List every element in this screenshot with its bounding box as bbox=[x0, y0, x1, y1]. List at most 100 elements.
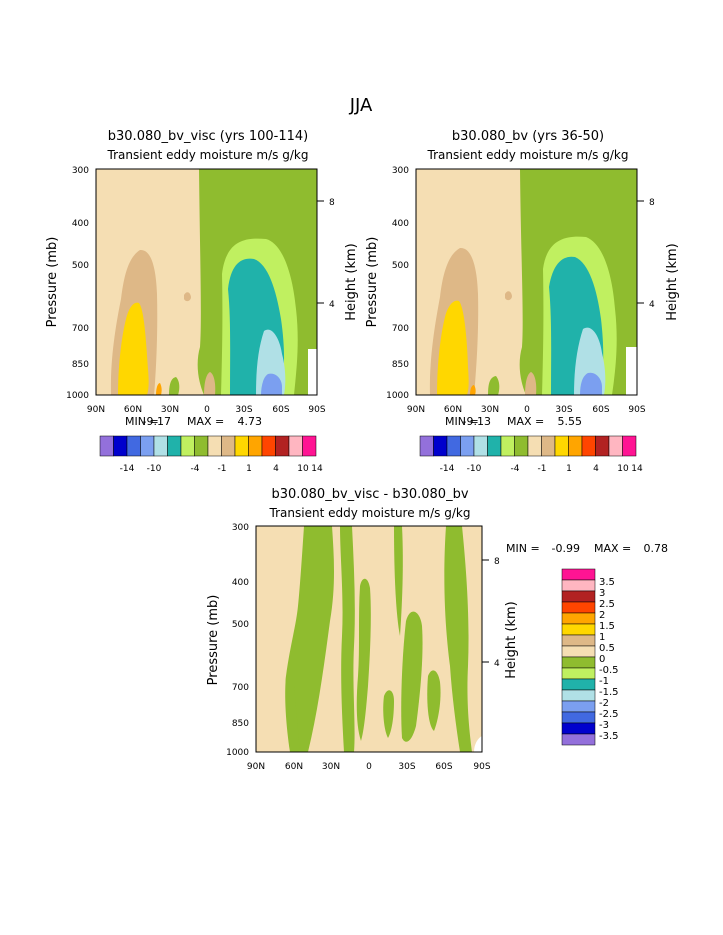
colorbar-cell bbox=[419, 435, 434, 457]
colorbar-cell bbox=[460, 435, 475, 457]
y2-ticks: 8 4 bbox=[482, 557, 500, 669]
y-axis-label: Pressure (mb) bbox=[365, 237, 380, 328]
colorbar-label: -1 bbox=[538, 464, 547, 474]
colorbar-cell bbox=[194, 435, 209, 457]
max-label: MAX = bbox=[594, 542, 631, 555]
colorbar-cell bbox=[446, 435, 461, 457]
diff-region-neg-f bbox=[383, 690, 394, 738]
y-axis-label: Pressure (mb) bbox=[45, 237, 60, 328]
y-tick-700: 700 bbox=[72, 324, 89, 334]
region-minus-8 bbox=[261, 373, 282, 395]
panel-control: b30.080_bv (yrs 36-50) Transient eddy mo… bbox=[365, 129, 680, 474]
colorbar-cell bbox=[622, 435, 637, 457]
colorbar-cell bbox=[561, 722, 596, 735]
colorbar-cell bbox=[561, 678, 596, 691]
colorbar-cell bbox=[561, 601, 596, 614]
region-minus-1-small bbox=[169, 377, 180, 395]
colorbar-cell bbox=[234, 435, 249, 457]
max-label: MAX = bbox=[507, 415, 544, 428]
colorbar-cell bbox=[275, 435, 290, 457]
colorbar-cell bbox=[167, 435, 182, 457]
y-tick-400: 400 bbox=[72, 219, 89, 229]
colorbar-label: -2 bbox=[599, 698, 609, 709]
contour-plot bbox=[415, 168, 638, 396]
colorbar-labels: -14 -10 -4 -1 1 4 10 14 bbox=[120, 464, 323, 474]
colorbar-label: -2.5 bbox=[599, 709, 619, 720]
colorbar-label: 14 bbox=[311, 464, 323, 474]
x-tick-90N: 90N bbox=[407, 405, 425, 415]
panel-subtitle: Transient eddy moisture m/s g/kg bbox=[269, 506, 471, 520]
y2-tick-4: 4 bbox=[494, 659, 500, 669]
region-minus-1-small bbox=[488, 376, 500, 395]
colorbar-label: 10 bbox=[617, 464, 629, 474]
colorbar-label: 4 bbox=[593, 464, 599, 474]
region-plus-2-small bbox=[505, 291, 512, 301]
plot-frame bbox=[95, 168, 318, 396]
x-tick-60N: 60N bbox=[444, 405, 462, 415]
y-tick-1000: 1000 bbox=[66, 391, 89, 401]
y-tick-400: 400 bbox=[392, 219, 409, 229]
y2-tick-8: 8 bbox=[649, 198, 655, 208]
diff-region-neg-a2 bbox=[285, 676, 300, 752]
colorbar-label: 0.5 bbox=[599, 643, 615, 654]
region-plus-2-small2 bbox=[525, 372, 537, 395]
colorbar-label: 2.5 bbox=[599, 599, 615, 610]
x-ticks: 90N 60N 30N 0 30S 60S 90S bbox=[407, 405, 646, 415]
x-tick-90S: 90S bbox=[308, 405, 325, 415]
x-ticks: 90N 60N 30N 0 30S 60S 90S bbox=[87, 405, 326, 415]
min-max: MIN = -0.99 MAX = 0.78 bbox=[506, 542, 668, 555]
x-tick-90S: 90S bbox=[628, 405, 645, 415]
x-tick-60N: 60N bbox=[124, 405, 142, 415]
panel-title: b30.080_bv_visc - b30.080_bv bbox=[271, 487, 468, 502]
colorbar-cell bbox=[561, 612, 596, 625]
colorbar-cell bbox=[500, 435, 515, 457]
x-tick-30S: 30S bbox=[235, 405, 252, 415]
colorbar-cell bbox=[527, 435, 542, 457]
region-plus-6-small bbox=[470, 385, 476, 395]
panel-subtitle: Transient eddy moisture m/s g/kg bbox=[107, 148, 309, 162]
colorbar-cell bbox=[608, 435, 623, 457]
colorbar-label: 14 bbox=[631, 464, 643, 474]
y2-axis-label: Height (km) bbox=[504, 601, 519, 678]
missing-data-region bbox=[626, 347, 637, 395]
y-tick-1000: 1000 bbox=[386, 391, 409, 401]
min-value: -0.99 bbox=[552, 542, 580, 555]
colorbar-label: -1.5 bbox=[599, 687, 619, 698]
colorbar-cell bbox=[541, 435, 556, 457]
y-ticks: 300 400 500 700 850 1000 bbox=[226, 523, 249, 758]
contour-plot bbox=[95, 168, 318, 396]
region-plus-4 bbox=[118, 302, 149, 395]
colorbar-label: -0.5 bbox=[599, 665, 619, 676]
colorbar-cell bbox=[561, 733, 596, 746]
y-ticks: 300 400 500 700 850 1000 bbox=[386, 166, 409, 401]
y2-tick-8: 8 bbox=[329, 198, 335, 208]
colorbar-cell bbox=[561, 656, 596, 669]
y2-axis-label: Height (km) bbox=[665, 243, 680, 320]
min-label: MIN = bbox=[445, 415, 479, 428]
panel-visc: b30.080_bv_visc (yrs 100-114) Transient … bbox=[45, 129, 359, 474]
diff-region-neg-b bbox=[340, 526, 355, 752]
max-label: MAX = bbox=[187, 415, 224, 428]
x-tick-90N: 90N bbox=[87, 405, 105, 415]
colorbar-label: -3 bbox=[599, 720, 609, 731]
y-tick-300: 300 bbox=[232, 523, 249, 533]
colorbar-cell bbox=[126, 435, 141, 457]
x-tick-30N: 30N bbox=[161, 405, 179, 415]
colorbar-label: 1 bbox=[246, 464, 252, 474]
region-plus-4 bbox=[437, 300, 469, 395]
colorbar-cell bbox=[561, 623, 596, 636]
diff-region-neg-g bbox=[444, 526, 472, 752]
colorbar-cell bbox=[561, 645, 596, 658]
colorbar-cell bbox=[180, 435, 195, 457]
colorbar-cell bbox=[561, 667, 596, 680]
colorbar-labels: 3.5 3 2.5 2 1.5 1 0.5 0 -0.5 -1 -1.5 -2 … bbox=[599, 577, 619, 742]
x-tick-30N: 30N bbox=[322, 762, 340, 772]
x-ticks: 90N 60N 30N 0 30S 60S 90S bbox=[247, 762, 491, 772]
colorbar-cell bbox=[568, 435, 583, 457]
panel-subtitle: Transient eddy moisture m/s g/kg bbox=[427, 148, 629, 162]
x-tick-0: 0 bbox=[366, 762, 372, 772]
colorbar-cell bbox=[561, 568, 596, 581]
colorbar-label: 1 bbox=[566, 464, 572, 474]
colorbar-labels: -14 -10 -4 -1 1 4 10 14 bbox=[440, 464, 643, 474]
